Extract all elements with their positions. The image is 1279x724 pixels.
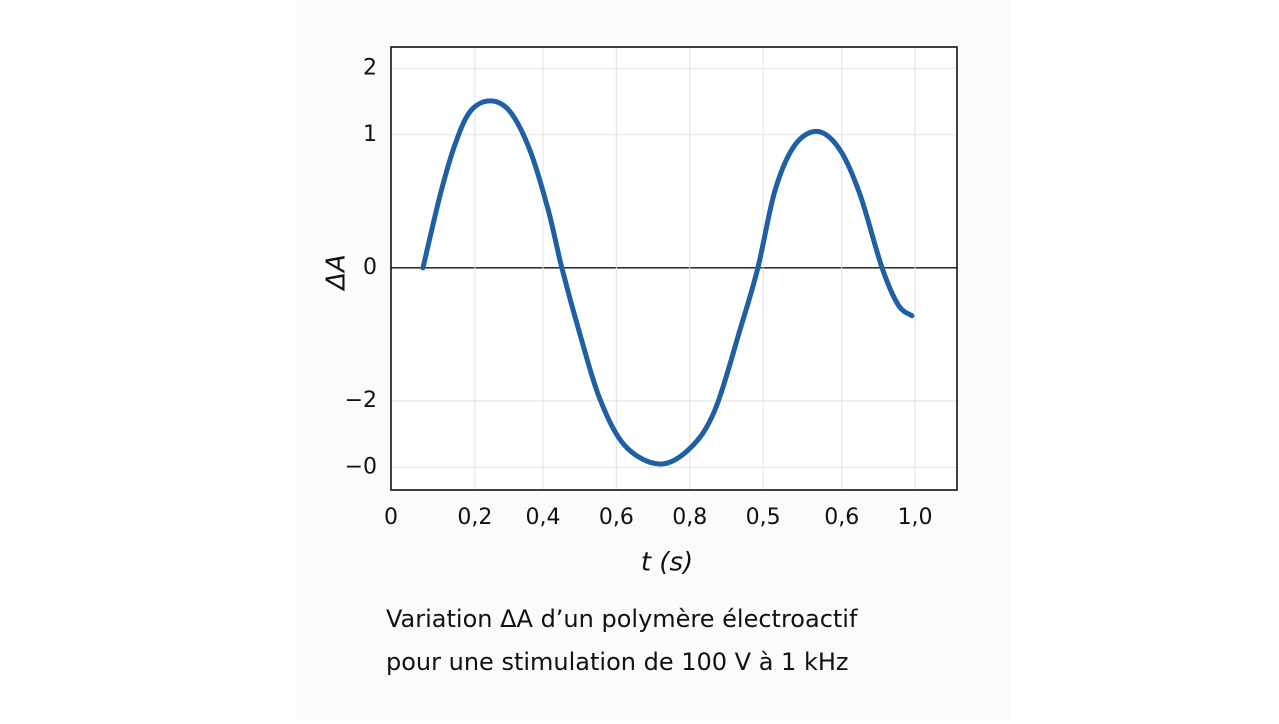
y-tick-label: 1 (363, 122, 377, 147)
y-tick-label: 2 (363, 55, 377, 80)
x-tick-label: 0,4 (525, 505, 560, 530)
y-tick-label: 0 (363, 255, 377, 280)
x-tick-label: 0,5 (746, 505, 781, 530)
marks (420, 98, 915, 467)
caption-line: pour une stimulation de 100 V à 1 kHz (386, 648, 848, 676)
x-tick-label: 1,0 (898, 505, 933, 530)
x-tick-label: 0,6 (599, 505, 634, 530)
data-line (420, 98, 915, 467)
x-tick-label: 0,8 (672, 505, 707, 530)
y-axis-label: ΔA (322, 254, 352, 292)
plot-frame (390, 46, 958, 491)
x-axis-label: t (s) (641, 548, 693, 578)
x-tick-label: 0,6 (824, 505, 859, 530)
caption-line: Variation ΔA d’un polymère électroactif (386, 605, 858, 633)
x-tick-label: 0,2 (457, 505, 492, 530)
y-tick-label: −0 (345, 454, 377, 479)
y-tick-label: −2 (345, 388, 377, 413)
x-tick-label: 0 (384, 505, 398, 530)
